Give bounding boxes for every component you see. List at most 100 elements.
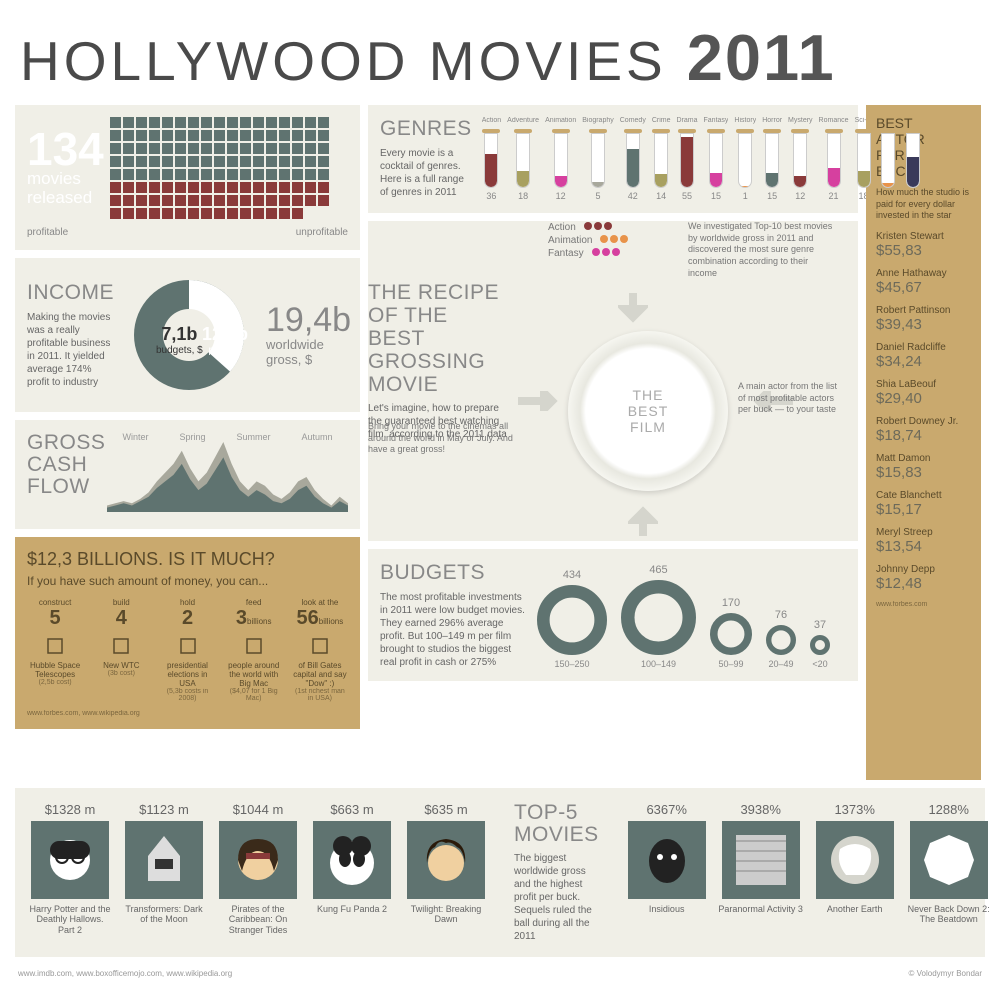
released-dot: [110, 208, 121, 219]
released-dot: [227, 156, 238, 167]
arrow-down-icon: [618, 293, 648, 328]
actor-item: Anne Hathaway $45,67: [876, 268, 971, 296]
bottom-strip: $1328 m Harry Potter and the Deathly Hal…: [15, 788, 985, 957]
genre-tube: Biography 5: [582, 117, 614, 201]
budgets-lbl: budgets, $: [156, 345, 203, 356]
genre-tube: Drama 55: [677, 117, 698, 201]
budget-ring: 37 <20: [810, 619, 830, 669]
released-dot: [123, 156, 134, 167]
released-dot: [279, 208, 290, 219]
released-dot: [162, 208, 173, 219]
released-dot: [279, 130, 290, 141]
released-dot: [318, 117, 329, 128]
genre-tube: Animation 12: [545, 117, 576, 201]
released-dot: [110, 143, 121, 154]
recipe-left-text: Bring your movie to the cinemas all arou…: [368, 421, 518, 456]
profit-val: 12,3b: [202, 324, 248, 345]
cashflow-panel: GROSSCASHFLOW WinterSpringSummerAutumn: [15, 420, 360, 529]
cashflow-chart: [107, 442, 348, 512]
released-dot: [175, 208, 186, 219]
movie-card: $1123 m Transformers: Dark of the Moon: [121, 802, 207, 935]
released-dot: [123, 208, 134, 219]
released-dot: [279, 195, 290, 206]
released-dot: [175, 195, 186, 206]
released-dot: [201, 156, 212, 167]
movie-card: $1044 m Pirates of the Caribbean: On Str…: [215, 802, 301, 935]
released-dot: [279, 156, 290, 167]
title-main: HOLLYWOOD MOVIES: [20, 29, 667, 93]
genre-tube: History 1: [734, 117, 756, 201]
released-dot: [149, 143, 160, 154]
profitable-label: profitable: [27, 227, 68, 238]
released-dot: [136, 156, 147, 167]
recipe-genre-row: Animation: [548, 234, 668, 247]
movie-card: 1373% Another Earth: [812, 802, 898, 925]
released-dot: [292, 182, 303, 193]
released-dot: [175, 130, 186, 141]
released-dot: [227, 195, 238, 206]
released-dot: [110, 182, 121, 193]
released-dot: [214, 182, 225, 193]
released-dot: [175, 182, 186, 193]
released-dot: [136, 182, 147, 193]
released-dot: [162, 130, 173, 141]
season-label: Spring: [179, 432, 205, 442]
released-dot: [227, 143, 238, 154]
actor-item: Kristen Stewart $55,83: [876, 231, 971, 259]
movie-card: $635 m Twilight: Breaking Dawn: [403, 802, 489, 935]
released-dot: [136, 169, 147, 180]
released-dot: [214, 195, 225, 206]
released-dot: [214, 117, 225, 128]
released-dot: [305, 117, 316, 128]
actor-item: Matt Damon $15,83: [876, 453, 971, 481]
budgets-body: The most profitable investments in 2011 …: [380, 591, 525, 669]
released-dot: [318, 169, 329, 180]
cashflow-seasons: WinterSpringSummerAutumn: [107, 432, 348, 442]
recipe-top-text: We investigated Top-10 best movies by wo…: [688, 221, 838, 279]
movie-card: $663 m Kung Fu Panda 2: [309, 802, 395, 935]
unprofitable-label: unprofitable: [296, 227, 348, 238]
released-dot: [292, 195, 303, 206]
plate: THE BEST FILM: [568, 331, 728, 491]
top5-title: TOP-5MOVIES: [514, 802, 599, 846]
released-dot: [240, 130, 251, 141]
released-dot: [110, 156, 121, 167]
actors-src: www.forbes.com: [876, 601, 971, 608]
released-dot: [266, 208, 277, 219]
released-dot: [149, 156, 160, 167]
actor-item: Cate Blanchett $15,17: [876, 490, 971, 518]
gross-lbl: worldwide gross, $: [266, 337, 351, 367]
budget-ring: 170 50–99: [710, 597, 752, 669]
title-year: 2011: [687, 20, 836, 95]
released-dot: [253, 143, 264, 154]
income-donut: 7,1b budgets, $ 12,3b profit, $: [124, 270, 254, 400]
movie-card: 6367% Insidious: [624, 802, 710, 925]
footer-src: www.imdb.com, www.boxofficemojo.com, www…: [18, 969, 232, 978]
budget-ring: 76 20–49: [766, 609, 796, 669]
released-dot: [201, 143, 212, 154]
much-src: www.forbes.com, www.wikipedia.org: [27, 710, 348, 717]
much-title: $12,3 BILLIONS. IS IT MUCH?: [27, 549, 348, 570]
much-item: hold 2 presidential elections in USA (5,…: [159, 598, 215, 702]
released-dot: [149, 195, 160, 206]
recipe-genre-row: Fantasy: [548, 247, 668, 260]
released-dot: [123, 143, 134, 154]
released-count: 134: [27, 129, 104, 170]
genre-tube: Comedy 42: [620, 117, 646, 201]
released-dot: [123, 182, 134, 193]
released-dot: [227, 169, 238, 180]
released-dot: [266, 195, 277, 206]
released-dot: [162, 156, 173, 167]
released-dot: [253, 169, 264, 180]
released-dot: [188, 195, 199, 206]
income-body: Making the movies was a really profitabl…: [27, 311, 112, 389]
released-dot: [240, 182, 251, 193]
genre-tube: Action 36: [482, 117, 501, 201]
released-dot: [266, 156, 277, 167]
released-dot: [201, 130, 212, 141]
released-dot: [201, 208, 212, 219]
released-dot: [253, 117, 264, 128]
actor-item: Meryl Streep $13,54: [876, 527, 971, 555]
released-dot: [240, 143, 251, 154]
released-dot: [136, 195, 147, 206]
